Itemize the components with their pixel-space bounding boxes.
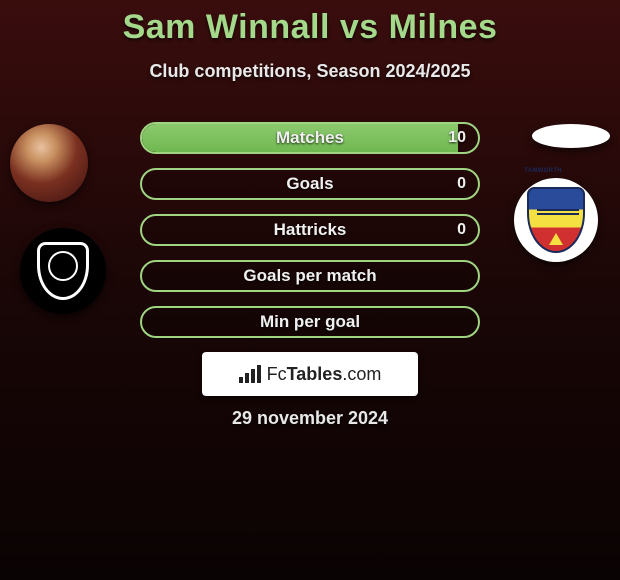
stat-value: 0	[457, 175, 466, 193]
fctables-link[interactable]: FcTables.com	[202, 352, 418, 396]
stat-row: Min per goal	[140, 306, 480, 338]
page-title: Sam Winnall vs Milnes	[0, 0, 620, 47]
stat-value: 0	[457, 221, 466, 239]
stat-label: Matches	[142, 128, 478, 148]
club-right-top-text: TAMWORTH	[500, 168, 586, 174]
stat-label: Hattricks	[142, 220, 478, 240]
subtitle: Club competitions, Season 2024/2025	[0, 61, 620, 82]
logo-prefix: Fc	[267, 364, 287, 384]
logo-bold: Tables	[287, 364, 343, 384]
player-left-avatar	[10, 124, 88, 202]
stat-row: Hattricks 0	[140, 214, 480, 246]
date-label: 29 november 2024	[0, 408, 620, 429]
stats-list: Matches 10 Goals 0 Hattricks 0 Goals per…	[140, 122, 480, 352]
stat-label: Goals per match	[142, 266, 478, 286]
logo-text: FcTables.com	[267, 364, 382, 385]
player-right-avatar	[532, 124, 610, 148]
club-left-crest	[20, 228, 106, 314]
club-left-crest-inner	[37, 242, 89, 300]
stat-value: 10	[448, 129, 466, 147]
logo-suffix: .com	[342, 364, 381, 384]
club-right-shield	[527, 187, 585, 253]
stat-row: Matches 10	[140, 122, 480, 154]
stat-label: Goals	[142, 174, 478, 194]
stat-label: Min per goal	[142, 312, 478, 332]
club-right-crest: TAMWORTH	[514, 178, 598, 262]
bars-icon	[239, 365, 261, 383]
stat-row: Goals 0	[140, 168, 480, 200]
comparison-card: Sam Winnall vs Milnes Club competitions,…	[0, 0, 620, 450]
stat-row: Goals per match	[140, 260, 480, 292]
